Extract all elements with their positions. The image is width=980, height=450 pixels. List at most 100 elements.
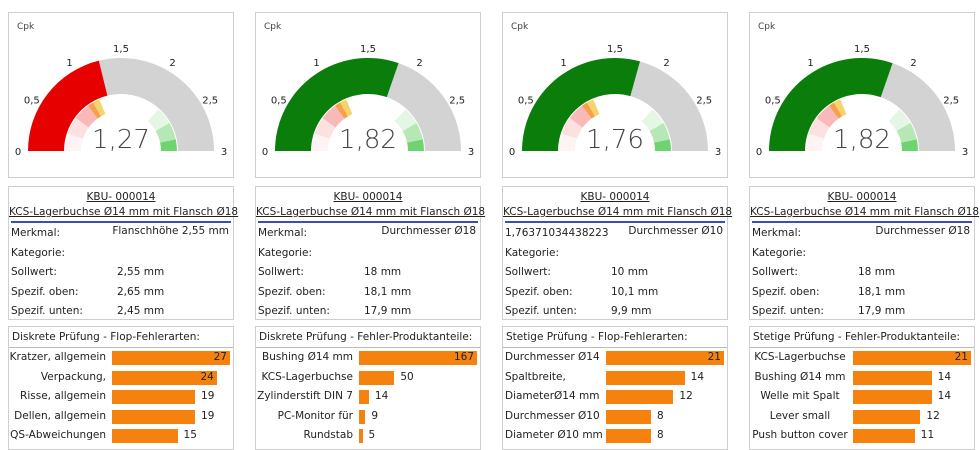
info-value: 18 mm	[364, 266, 402, 279]
bar-value: 14	[937, 390, 952, 403]
gauge-tick-label: 0,5	[518, 96, 534, 107]
item-link[interactable]: KBU- 000014	[580, 191, 650, 203]
gauge-tick-label: 1,5	[607, 44, 623, 55]
gauge-tick-label: 1	[66, 58, 72, 69]
bar	[853, 409, 921, 424]
gauge-value: 1,82	[833, 125, 891, 155]
info-card: KBU- 000014 KCS-Lagerbuchse Ø14 mm mit Fl…	[502, 186, 732, 320]
item-link[interactable]: KBU- 000014	[86, 191, 156, 203]
bar-label: Spaltbreite,	[505, 370, 566, 383]
gauge-tick-label: 1	[313, 58, 319, 69]
bar-label: Durchmesser Ø10	[505, 409, 600, 422]
bars-title: Diskrete Prüfung - Fehler-Produktanteile…	[259, 331, 473, 343]
gauge-zone	[147, 109, 170, 131]
bar-value: 9	[371, 409, 379, 422]
gauge-tick-label: 2,5	[449, 96, 465, 107]
gauge-label: Cpk	[17, 22, 35, 32]
info-value: Durchmesser Ø18	[875, 225, 970, 237]
gauge-zone	[322, 105, 345, 128]
item-link[interactable]: KBU- 000014	[333, 191, 403, 203]
bar-value: 167	[453, 351, 474, 363]
bar	[853, 429, 915, 444]
gauge-zone	[559, 133, 577, 151]
gauge-zone	[808, 118, 830, 139]
gauge: Cpk 0 0,5 1 1,5 2 2,5 3 1,27	[15, 22, 227, 158]
bar	[359, 429, 363, 444]
gauge-tick-label: 2	[416, 58, 422, 69]
bar	[112, 409, 196, 424]
bars-card: Diskrete Prüfung - Fehler-Produktanteile…	[255, 326, 481, 450]
bar	[853, 370, 932, 385]
gauge-value: 1,82	[339, 125, 397, 155]
gauge-zone	[67, 118, 89, 139]
gauge: Cpk 0 0,5 1 1,5 2 2,5 3 1,82	[262, 22, 474, 158]
gauge-zone	[346, 95, 406, 122]
gauge-zone	[593, 95, 653, 122]
gauge-zone	[587, 99, 600, 117]
item-link[interactable]: KBU- 000014	[827, 191, 897, 203]
gauge-zone	[888, 109, 911, 131]
gauge-tick-label: 2,5	[943, 96, 959, 107]
bar	[359, 351, 477, 365]
bar	[606, 351, 724, 365]
gauge-zone	[160, 139, 177, 151]
gauge-tick-label: 3	[715, 147, 721, 158]
gauge-value-arc	[522, 57, 641, 151]
bar-label: Push button cover	[752, 429, 848, 442]
gauge-value: 1,27	[92, 125, 150, 155]
bar-value: 14	[937, 370, 952, 383]
info-value: 10 mm	[611, 266, 649, 279]
info-label: Spezif. oben:	[11, 285, 79, 298]
gauge-value-arc	[275, 57, 399, 151]
bar-value: 15	[183, 429, 197, 442]
info-value: 18 mm	[858, 266, 896, 279]
bars-card: Diskrete Prüfung - Flop-Fehlerarten: Krat…	[8, 326, 234, 450]
bar-value: 50	[400, 370, 414, 383]
bar-label: DiameterØ14 mm	[505, 390, 600, 403]
info-label: Spezif. oben:	[752, 285, 820, 298]
bar-label: Bushing Ø14 mm	[754, 370, 846, 383]
gauge-tick-label: 1,5	[854, 44, 870, 55]
item-subtitle: KCS-Lagerbuchse Ø14 mm mit Flansch Ø18	[256, 206, 486, 218]
gauge-tick-label: 3	[962, 147, 968, 158]
info-label: Kategorie:	[752, 246, 807, 259]
bar-value: 21	[954, 351, 968, 363]
bar-label: KCS-Lagerbuchse	[754, 351, 846, 363]
divider	[258, 221, 478, 223]
gauge-track	[98, 58, 214, 151]
bar	[112, 390, 196, 405]
bar-label: Diameter Ø10 mm	[505, 429, 603, 442]
divider	[256, 347, 480, 348]
bar-value: 8	[656, 429, 664, 442]
gauge-zone	[99, 95, 159, 122]
bar	[853, 390, 932, 405]
info-label: Merkmal:	[11, 227, 61, 239]
bar-label: Kratzer, allgemein	[9, 351, 106, 363]
bar	[359, 409, 366, 424]
gauge-tick-label: 0	[15, 147, 21, 158]
info-value: 18,1 mm	[858, 285, 906, 298]
info-label: Kategorie:	[505, 246, 560, 259]
bar-label: Verpackung,	[40, 370, 106, 383]
gauge-tick-label: 1,5	[360, 44, 376, 55]
divider	[750, 347, 974, 348]
gauge-zone	[654, 139, 671, 151]
gauge-zone	[93, 99, 106, 117]
bar-label: Lever small	[769, 409, 831, 422]
info-value: 2,55 mm	[117, 266, 165, 279]
gauge-track	[880, 63, 955, 151]
info-card: KBU- 000014 KCS-Lagerbuchse Ø14 mm mit Fl…	[8, 186, 238, 320]
gauge-tick-label: 1	[807, 58, 813, 69]
divider	[505, 221, 725, 223]
gauge-zone	[834, 99, 847, 117]
bar	[853, 351, 971, 365]
bar-label: PC-Monitor für	[277, 409, 353, 422]
gauge-zone	[829, 102, 842, 119]
gauge-zone	[582, 102, 595, 119]
gauge-card: Cpk 0 0,5 1 1,5 2 2,5 3 1,82	[255, 12, 481, 178]
gauge: Cpk 0 0,5 1 1,5 2 2,5 3 1,82	[756, 22, 968, 158]
gauge-zone	[340, 99, 353, 117]
info-label: Sollwert:	[258, 266, 304, 279]
bars-card: Stetige Prüfung - Fehler-Produktanteile:…	[749, 326, 975, 450]
gauge-track	[386, 63, 461, 151]
